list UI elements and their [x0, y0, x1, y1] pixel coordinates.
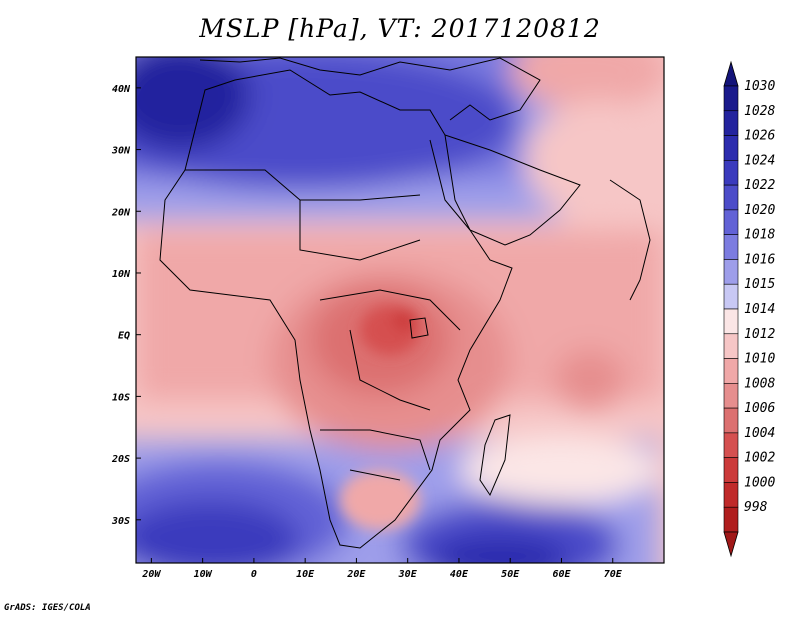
lon-tick-label: 20W [141, 569, 161, 580]
colorbar-level-label: 1028 [744, 104, 775, 119]
india-coastline [609, 179, 651, 301]
colorbar-swatch [723, 383, 739, 409]
border-central-2 [349, 329, 431, 411]
lat-tick-label: 20N [111, 207, 131, 218]
lat-tick-label: 30N [111, 146, 131, 157]
lon-tick-label: 70E [604, 569, 623, 580]
map-title: MSLP [hPa], VT: 2017120812 [199, 14, 601, 43]
colorbar-swatch [723, 234, 739, 260]
lake-victoria [409, 317, 429, 339]
colorbar-level-label: 1018 [744, 228, 775, 243]
colorbar-level-label: 1010 [744, 352, 775, 367]
lon-tick-label: 10W [194, 569, 213, 580]
colorbar-level-label: 1030 [744, 79, 775, 94]
colorbar-level-label: 1020 [744, 203, 775, 218]
lat-tick-label: EQ [118, 331, 130, 342]
colorbar-level-label: 1006 [744, 401, 775, 416]
lat-tick-label: 20S [111, 454, 130, 465]
arabia-coastline [444, 134, 581, 246]
colorbar-swatch [723, 308, 739, 335]
colorbar-level-label: 1024 [744, 153, 775, 168]
field-ridge-1014 [460, 435, 660, 505]
field-indian-high-core [430, 535, 570, 563]
colorbar-swatch [723, 432, 739, 458]
lon-tick-label: 0 [251, 569, 257, 580]
colorbar-level-label: 1002 [744, 451, 775, 466]
colorbar-swatch [723, 358, 739, 384]
colorbar-level-label: 1026 [744, 129, 775, 144]
latitude-axis: 40N 30N 20N 10N EQ 10S 20S 30S [111, 84, 141, 527]
colorbar-swatch [723, 482, 739, 508]
longitude-axis: 20W 10W 0 10E 20E 30E 40E 50E 60E 70E [141, 558, 623, 580]
colorbar-swatch [723, 110, 739, 136]
field-south-africa-low [340, 470, 420, 530]
lon-tick-label: 10E [296, 569, 315, 580]
lon-tick-label: 40E [450, 569, 469, 580]
border-south-2 [349, 469, 401, 481]
coastlines [159, 57, 651, 549]
field-indian-low [555, 350, 625, 410]
lon-tick-label: 60E [552, 569, 571, 580]
colorbar: 1030 1028 1026 1024 1022 1020 1018 1016 1015 1014… [723, 60, 775, 558]
colorbar-level-label: 1012 [744, 327, 775, 342]
border-south-1 [320, 429, 431, 471]
colorbar-level-label: 1022 [744, 178, 775, 193]
colorbar-swatch [723, 407, 739, 434]
colorbar-level-label: 1016 [744, 252, 775, 267]
lon-tick-label: 20E [346, 569, 366, 580]
border-central-1 [319, 289, 461, 331]
border-sahara-2 [299, 200, 421, 261]
colorbar-swatch [723, 160, 739, 186]
colorbar-swatch [723, 333, 739, 359]
europe-coastline [199, 57, 541, 121]
lon-tick-label: 50E [501, 569, 520, 580]
colorbar-top-triangle [723, 60, 739, 87]
colorbar-level-label: 1015 [744, 277, 775, 292]
field-south-atlantic-core [136, 500, 300, 563]
colorbar-level-label: 1004 [744, 426, 775, 441]
colorbar-swatch [723, 506, 739, 533]
colorbar-swatch [723, 259, 739, 285]
lat-tick-label: 10S [112, 392, 130, 403]
field-band-1028-azores [136, 57, 250, 150]
pressure-field [136, 57, 664, 563]
colorbar-swatch [723, 457, 739, 483]
colorbar-swatch [723, 283, 739, 310]
lon-tick-label: 30E [398, 569, 418, 580]
colorbar-level-label: 998 [744, 500, 768, 515]
colorbar-swatch [723, 209, 739, 235]
field-low-caspian [510, 57, 664, 110]
colorbar-swatch [723, 85, 739, 112]
lat-tick-label: 10N [112, 269, 131, 280]
lat-tick-label: 30S [111, 516, 130, 527]
colorbar-level-label: 1014 [744, 302, 775, 317]
colorbar-level-label: 1008 [744, 376, 775, 391]
madagascar-coastline [479, 414, 511, 497]
colorbar-swatch [723, 184, 739, 211]
red-sea-border [429, 139, 471, 231]
colorbar-swatch [723, 135, 739, 161]
africa-coastline [159, 69, 513, 549]
grads-credit: GrADS: IGES/COLA [4, 603, 91, 613]
colorbar-bottom-triangle [723, 531, 739, 558]
colorbar-level-label: 1000 [744, 475, 775, 490]
plot-frame [135, 56, 665, 564]
field-arabia [525, 100, 664, 220]
lat-tick-label: 40N [112, 84, 131, 95]
